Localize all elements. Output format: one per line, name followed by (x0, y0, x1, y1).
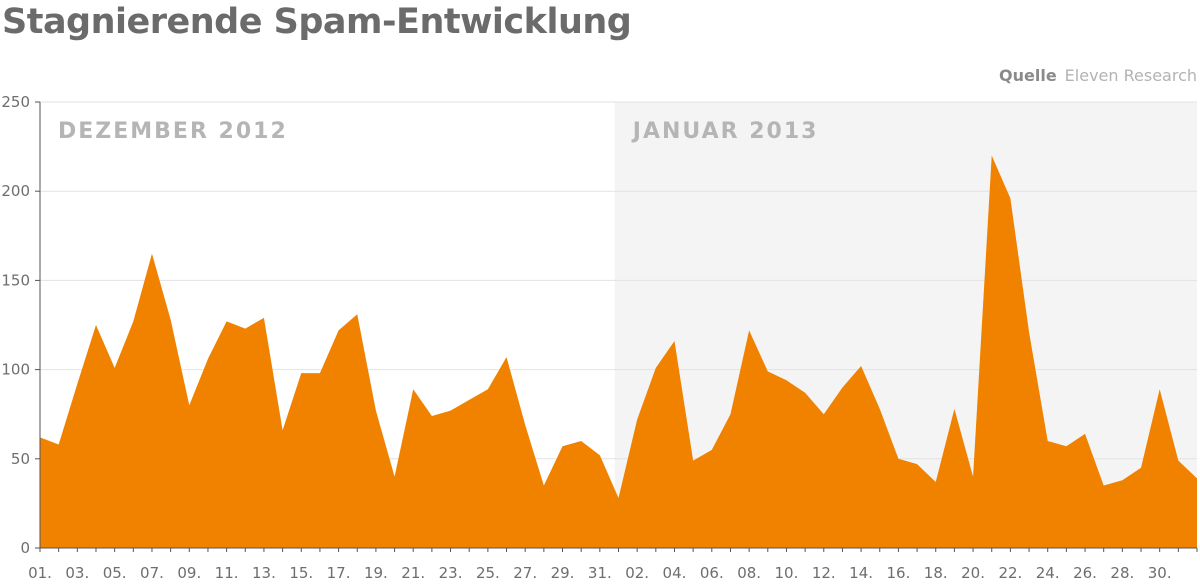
x-tick-label: 29. (551, 564, 575, 582)
source-value: Eleven Research (1064, 66, 1197, 85)
x-tick-label: 18. (924, 564, 948, 582)
x-tick-label: 13. (252, 564, 276, 582)
x-tick-label: 16. (886, 564, 910, 582)
x-tick-label: 28. (1110, 564, 1134, 582)
x-tick-label: 15. (289, 564, 313, 582)
y-tick-label: 150 (1, 271, 30, 289)
y-tick-label: 100 (1, 361, 30, 379)
x-tick-label: 24. (1036, 564, 1060, 582)
x-tick-label: 01. (28, 564, 52, 582)
period-label: JANUAR 2013 (631, 119, 819, 144)
x-tick-label: 20. (961, 564, 985, 582)
x-tick-label: 02. (625, 564, 649, 582)
x-tick-label: 04. (663, 564, 687, 582)
x-tick-label: 14. (849, 564, 873, 582)
source-label: Quelle (999, 66, 1057, 85)
x-tick-label: 11. (215, 564, 239, 582)
y-tick-label: 0 (20, 539, 30, 557)
y-axis: 0 50 100 150 200 250 (1, 93, 41, 557)
x-tick-label: 25. (476, 564, 500, 582)
x-tick-label: 23. (439, 564, 463, 582)
chart-title: Stagnierende Spam-Entwicklung (2, 2, 632, 42)
x-tick-label: 19. (364, 564, 388, 582)
x-tick-label: 26. (1073, 564, 1097, 582)
y-tick-label: 200 (1, 182, 30, 200)
x-tick-label: 22. (998, 564, 1022, 582)
y-tick-label: 250 (1, 93, 30, 111)
y-tick-label: 50 (11, 450, 30, 468)
x-tick-label: 09. (177, 564, 201, 582)
x-tick-label: 30. (1148, 564, 1172, 582)
x-tick-label: 31. (588, 564, 612, 582)
x-tick-label: 17. (327, 564, 351, 582)
source-note: Quelle Eleven Research (999, 66, 1197, 85)
period-label: DEZEMBER 2012 (58, 119, 288, 144)
x-tick-label: 07. (140, 564, 164, 582)
x-tick-label: 21. (401, 564, 425, 582)
spam-area-series (40, 155, 1197, 548)
x-tick-label: 27. (513, 564, 537, 582)
x-axis: 01. 03. 05. 07. 09. 11. 13. 15. 17. 19. 21. 23. 25. 2… (28, 547, 1198, 582)
period-labels: DEZEMBER 2012 JANUAR 2013 (58, 119, 819, 144)
x-tick-label: 05. (103, 564, 127, 582)
x-tick-label: 06. (700, 564, 724, 582)
x-tick-label: 03. (65, 564, 89, 582)
x-tick-label: 08. (737, 564, 761, 582)
x-tick-label: 10. (775, 564, 799, 582)
x-tick-label: 12. (812, 564, 836, 582)
